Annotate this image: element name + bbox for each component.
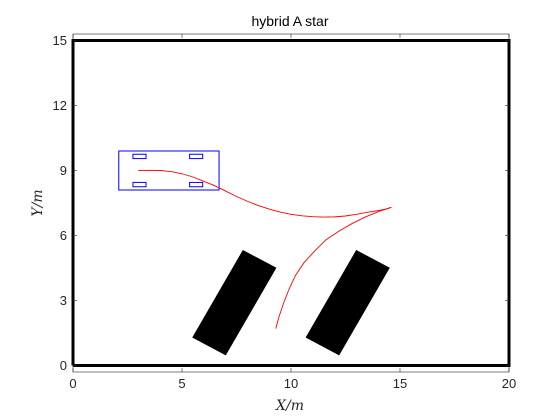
x-tick-label: 10 <box>284 376 298 391</box>
path-segment-2 <box>275 206 392 329</box>
y-tick-label: 12 <box>53 98 67 113</box>
x-axis-label: X/m <box>275 398 304 414</box>
y-tick-label: 15 <box>53 33 67 48</box>
vehicle-wheel <box>132 181 147 188</box>
vehicle-wheel <box>132 153 147 160</box>
vehicle-wheel <box>189 153 204 160</box>
x-tick-label: 0 <box>69 376 76 391</box>
obstacle-left <box>192 249 277 356</box>
y-tick-label: 3 <box>60 293 67 308</box>
y-axis: 0 3 6 9 12 15 <box>53 33 509 373</box>
obstacle-right <box>305 249 390 356</box>
y-tick-label: 0 <box>60 358 67 373</box>
y-axis-label: Y/m <box>30 189 46 216</box>
x-tick-label: 20 <box>502 376 516 391</box>
x-tick-label: 5 <box>178 376 185 391</box>
y-tick-label: 9 <box>60 163 67 178</box>
vehicle-wheel <box>189 181 204 188</box>
chart-title: hybrid A star <box>251 13 328 29</box>
x-axis: 0 5 10 15 20 <box>69 34 516 391</box>
path-segment-1 <box>138 169 392 218</box>
plot-area <box>71 33 511 373</box>
vehicle-body <box>118 150 220 191</box>
x-tick-label: 15 <box>393 376 407 391</box>
y-tick-label: 6 <box>60 228 67 243</box>
